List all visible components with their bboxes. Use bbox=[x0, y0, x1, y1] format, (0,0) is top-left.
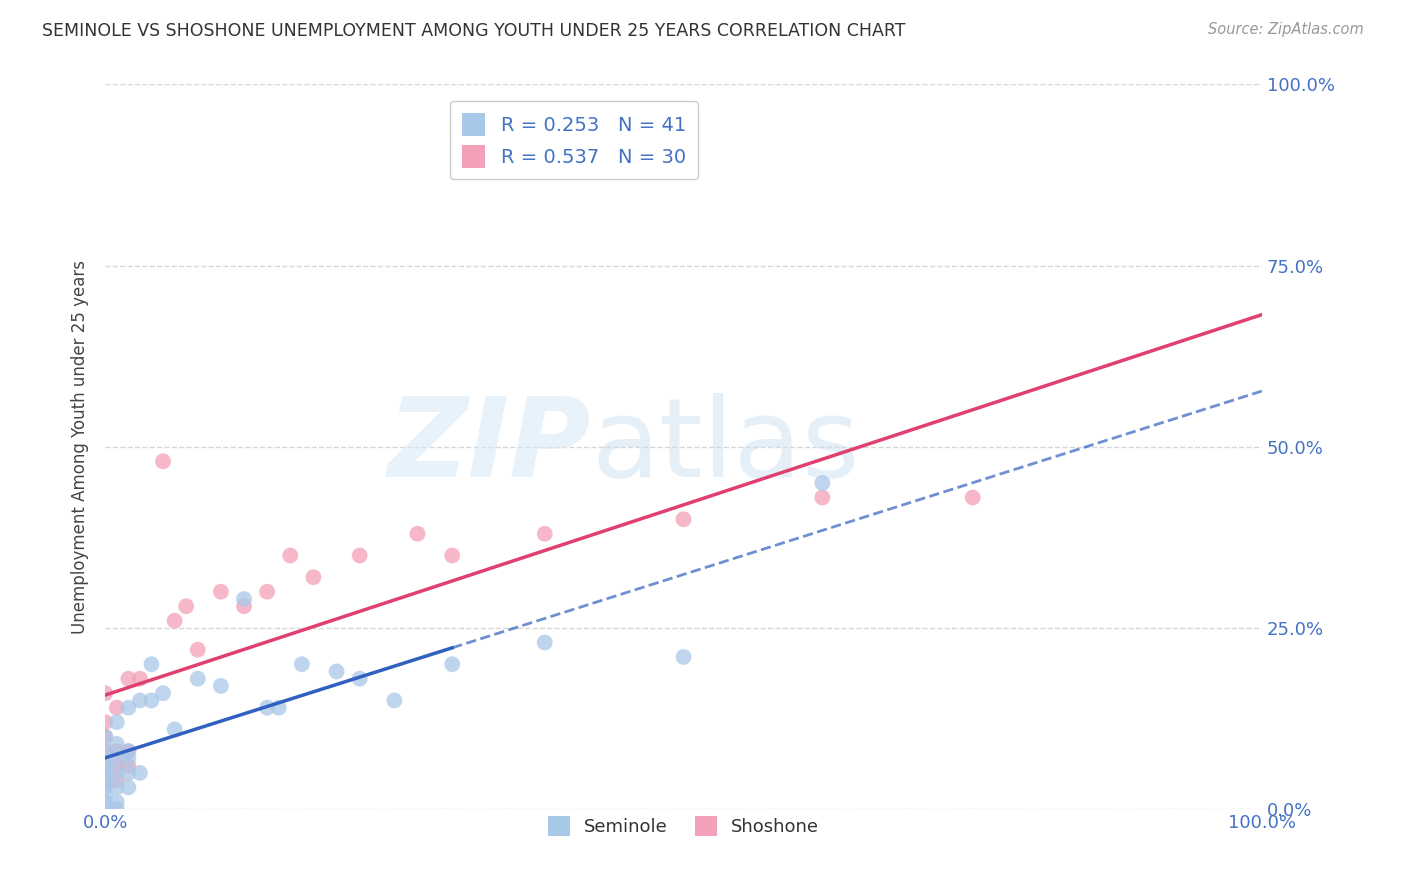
Point bbox=[672, 512, 695, 526]
Point bbox=[141, 657, 163, 672]
Point bbox=[163, 723, 186, 737]
Point bbox=[441, 657, 464, 672]
Point bbox=[187, 642, 209, 657]
Point bbox=[129, 765, 152, 780]
Point bbox=[233, 591, 256, 606]
Point bbox=[672, 649, 695, 664]
Point bbox=[349, 672, 371, 686]
Point bbox=[349, 549, 371, 563]
Point bbox=[94, 758, 117, 772]
Point bbox=[141, 693, 163, 707]
Point bbox=[174, 599, 197, 614]
Point bbox=[94, 765, 117, 780]
Point bbox=[94, 715, 117, 730]
Point bbox=[256, 584, 278, 599]
Point bbox=[152, 686, 174, 700]
Point bbox=[117, 672, 139, 686]
Text: Source: ZipAtlas.com: Source: ZipAtlas.com bbox=[1208, 22, 1364, 37]
Point bbox=[209, 584, 232, 599]
Point bbox=[94, 773, 117, 788]
Point bbox=[105, 780, 128, 795]
Point bbox=[406, 526, 429, 541]
Point bbox=[94, 795, 117, 809]
Point bbox=[94, 744, 117, 758]
Point bbox=[117, 700, 139, 714]
Point bbox=[302, 570, 325, 584]
Point bbox=[163, 614, 186, 628]
Text: SEMINOLE VS SHOSHONE UNEMPLOYMENT AMONG YOUTH UNDER 25 YEARS CORRELATION CHART: SEMINOLE VS SHOSHONE UNEMPLOYMENT AMONG … bbox=[42, 22, 905, 40]
Point bbox=[129, 672, 152, 686]
Point bbox=[94, 730, 117, 744]
Point bbox=[94, 751, 117, 765]
Point bbox=[384, 693, 406, 707]
Point bbox=[94, 802, 117, 816]
Point bbox=[811, 476, 834, 491]
Point bbox=[291, 657, 314, 672]
Point bbox=[105, 765, 128, 780]
Point bbox=[117, 744, 139, 758]
Point bbox=[267, 700, 290, 714]
Text: ZIP: ZIP bbox=[388, 393, 591, 500]
Point bbox=[209, 679, 232, 693]
Point bbox=[117, 751, 139, 765]
Point bbox=[962, 491, 984, 505]
Point bbox=[94, 686, 117, 700]
Point bbox=[278, 549, 301, 563]
Point bbox=[811, 491, 834, 505]
Point bbox=[105, 744, 128, 758]
Point bbox=[94, 780, 117, 795]
Point bbox=[187, 672, 209, 686]
Point bbox=[256, 700, 278, 714]
Point bbox=[533, 635, 555, 649]
Point bbox=[105, 773, 128, 788]
Text: atlas: atlas bbox=[591, 393, 859, 500]
Point bbox=[94, 758, 117, 772]
Point bbox=[105, 715, 128, 730]
Point bbox=[94, 788, 117, 802]
Point bbox=[105, 737, 128, 751]
Point bbox=[117, 758, 139, 772]
Point bbox=[105, 802, 128, 816]
Point bbox=[325, 665, 347, 679]
Point bbox=[105, 700, 128, 714]
Point bbox=[94, 730, 117, 744]
Point bbox=[94, 773, 117, 788]
Point bbox=[94, 744, 117, 758]
Point bbox=[152, 454, 174, 468]
Point bbox=[441, 549, 464, 563]
Point bbox=[105, 795, 128, 809]
Point bbox=[129, 693, 152, 707]
Point bbox=[117, 744, 139, 758]
Point bbox=[533, 526, 555, 541]
Point bbox=[105, 751, 128, 765]
Y-axis label: Unemployment Among Youth under 25 years: Unemployment Among Youth under 25 years bbox=[72, 260, 89, 634]
Legend: Seminole, Shoshone: Seminole, Shoshone bbox=[541, 808, 827, 844]
Point bbox=[117, 780, 139, 795]
Point bbox=[105, 758, 128, 772]
Point bbox=[117, 765, 139, 780]
Point bbox=[233, 599, 256, 614]
